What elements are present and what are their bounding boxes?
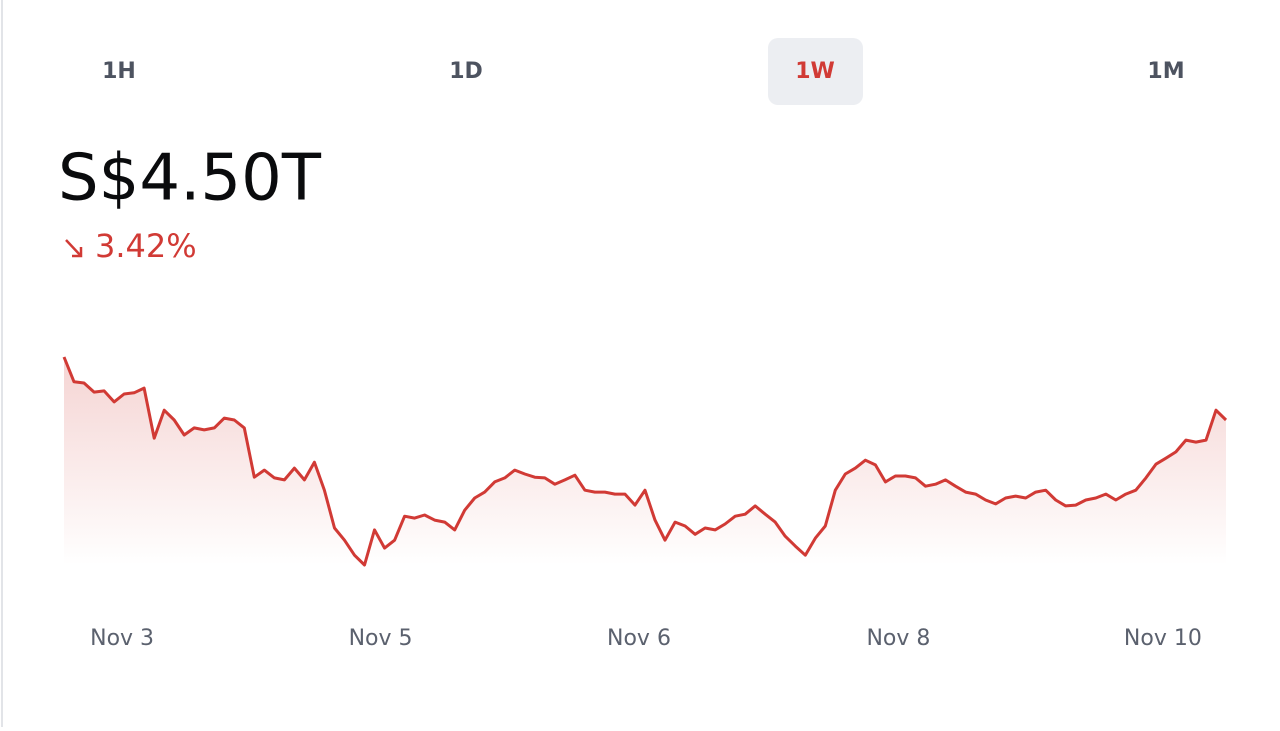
x-tick-label: Nov 10 xyxy=(1124,626,1202,651)
tab-active[interactable]: 1W xyxy=(795,59,835,84)
down-arrow-icon xyxy=(65,239,83,258)
tab[interactable]: 1D xyxy=(449,59,483,84)
price: S$4.50T xyxy=(58,142,322,216)
area-fill xyxy=(64,357,1226,565)
x-tick-label: Nov 3 xyxy=(90,626,154,651)
price-line xyxy=(62,356,1228,567)
tab[interactable]: 1H xyxy=(102,59,136,84)
change: 3.42% xyxy=(95,227,197,265)
tab[interactable]: 1M xyxy=(1147,59,1184,84)
x-tick-label: Nov 6 xyxy=(607,626,671,651)
active-tab-bg xyxy=(768,38,863,105)
x-tick-label: Nov 8 xyxy=(866,626,930,651)
x-tick-label: Nov 5 xyxy=(349,626,413,651)
